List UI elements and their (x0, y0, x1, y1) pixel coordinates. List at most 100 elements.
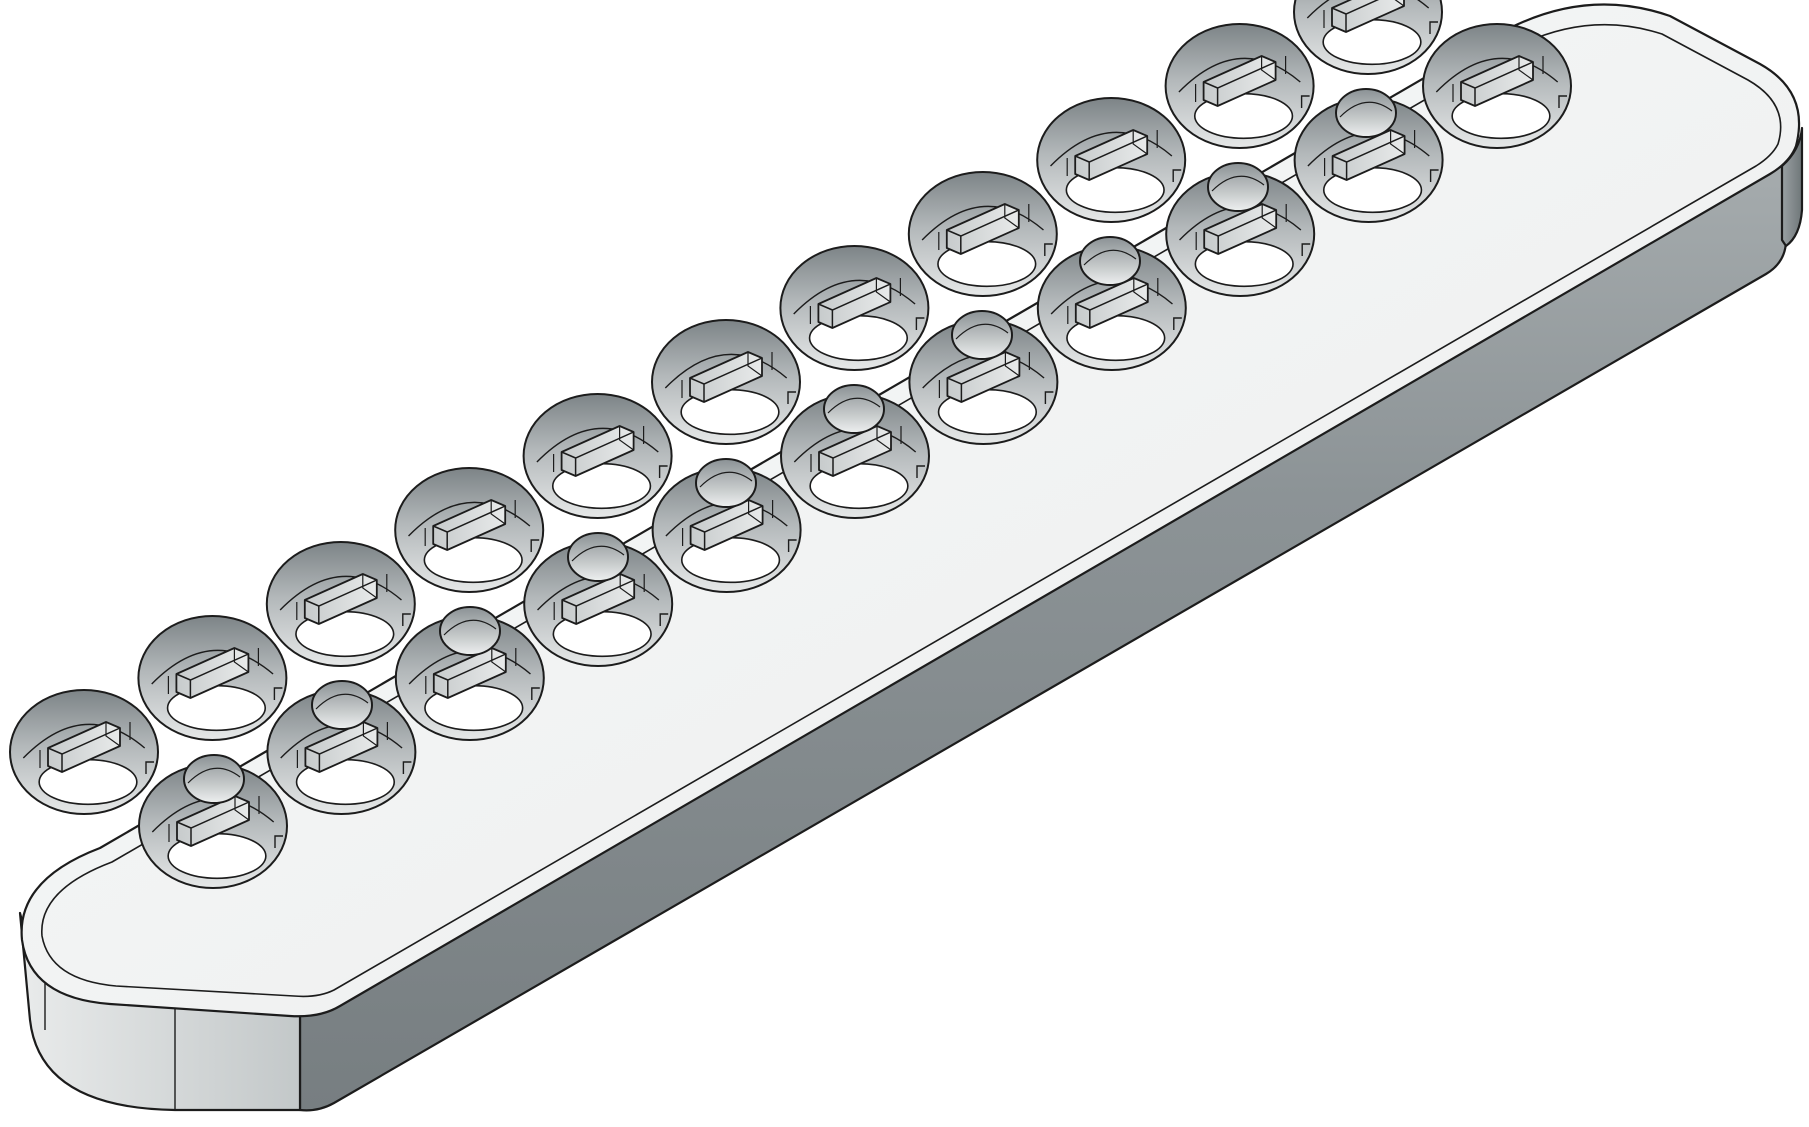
small-hole (1079, 236, 1141, 286)
key-tab-end (1390, 130, 1405, 155)
large-bore-notch (530, 539, 540, 552)
large-bore (1164, 23, 1315, 149)
large-bore-notch (1300, 95, 1310, 108)
key-tab-edge (304, 579, 378, 624)
large-bore-notch (787, 391, 796, 404)
large-bore-notch (274, 835, 283, 848)
key-tab-slot (682, 500, 774, 546)
key-tab-end (1394, 0, 1405, 7)
key-tab-slot (938, 352, 1030, 398)
large-bore-inner-edge (793, 279, 916, 315)
key-tab-edge (1203, 209, 1277, 254)
key-tab-slot (809, 278, 901, 324)
large-bore (138, 763, 288, 889)
key-tab-slot (39, 722, 131, 768)
small-hole-inner-edge (443, 619, 497, 636)
key-tab-end (105, 722, 121, 747)
large-bore (9, 689, 159, 815)
large-bore (907, 171, 1058, 297)
key-tab-slot (1195, 56, 1287, 102)
key-tab-edge (1332, 135, 1405, 180)
large-bore-inner-edge (1306, 0, 1430, 19)
key-tab-end (619, 426, 634, 451)
key-tab-edge (1074, 135, 1148, 180)
small-hole-inner-edge (571, 545, 625, 562)
key-tab-slot (296, 574, 388, 620)
key-tab-end (1004, 352, 1020, 377)
key-tab-end (234, 796, 250, 821)
key-tab-edge (47, 727, 121, 772)
key-tab-slot (553, 574, 645, 620)
large-bore (1293, 0, 1443, 75)
large-bore (780, 393, 930, 519)
plate-features (9, 0, 1572, 889)
key-tab-end (1261, 204, 1277, 229)
small-hole-inner-edge (1211, 175, 1265, 192)
large-bore (265, 541, 416, 667)
key-tab-end (362, 574, 378, 599)
key-tab-end (875, 278, 891, 303)
plate-top-chamfer (41, 23, 1782, 998)
key-tab-end (491, 648, 507, 673)
large-bore-notch (1558, 95, 1567, 108)
key-tab-edge (689, 357, 763, 402)
key-tab-edge (1203, 61, 1276, 106)
small-hole (311, 680, 373, 730)
small-hole-rim (695, 458, 757, 508)
large-bore (1165, 171, 1316, 297)
large-bore-notch (659, 613, 669, 626)
large-bore-inner-edge (1435, 57, 1559, 93)
key-tab-slot (168, 796, 260, 842)
large-bore-notch (145, 761, 154, 774)
large-bore (523, 541, 674, 667)
large-bore-notch (1429, 169, 1439, 182)
key-tab-slot (167, 648, 259, 694)
small-hole-rim (951, 310, 1013, 360)
large-bore (1293, 97, 1444, 223)
small-hole (951, 310, 1013, 360)
small-hole-rim (1207, 162, 1269, 212)
small-hole (1335, 88, 1397, 138)
large-bore-notch (402, 761, 412, 774)
plate-top-face (20, 3, 1801, 1018)
key-tab-slot (1067, 278, 1159, 324)
plate-body (18, 3, 1804, 1112)
small-hole-rim (439, 606, 501, 656)
small-hole-inner-edge (955, 323, 1009, 340)
large-bore-notch (402, 613, 411, 626)
large-bore-notch (915, 317, 925, 330)
small-hole-rim (1335, 88, 1397, 138)
key-tab-end (619, 574, 635, 599)
small-hole (567, 532, 629, 582)
key-tab-slot (1324, 130, 1416, 176)
large-bore-notch (1173, 317, 1182, 330)
key-tab-edge (818, 431, 892, 476)
large-bore-inner-edge (1178, 57, 1301, 93)
large-bore-inner-edge (664, 353, 788, 389)
key-tab-edge (690, 505, 763, 550)
key-tab-end (747, 352, 763, 377)
key-tab-slot (1323, 0, 1415, 28)
key-tab-edge (176, 653, 249, 698)
large-bore (651, 319, 801, 445)
small-hole (183, 754, 245, 804)
key-tab-end (1518, 56, 1534, 81)
large-bore (651, 467, 802, 593)
key-tab-slot (1066, 130, 1158, 176)
small-hole-inner-edge (1339, 101, 1393, 118)
large-bore-inner-edge (22, 723, 146, 759)
large-bore (266, 689, 417, 815)
key-tab-edge (433, 653, 507, 698)
key-tab-end (1261, 56, 1276, 81)
small-hole (1207, 162, 1269, 212)
small-hole (695, 458, 757, 508)
key-tab-end (1004, 204, 1020, 229)
large-bore-notch (1044, 391, 1054, 404)
large-bore (779, 245, 930, 371)
key-tab-end (1132, 130, 1148, 155)
large-bore (908, 319, 1059, 445)
key-tab-end (490, 500, 506, 525)
small-hole-rim (567, 532, 629, 582)
